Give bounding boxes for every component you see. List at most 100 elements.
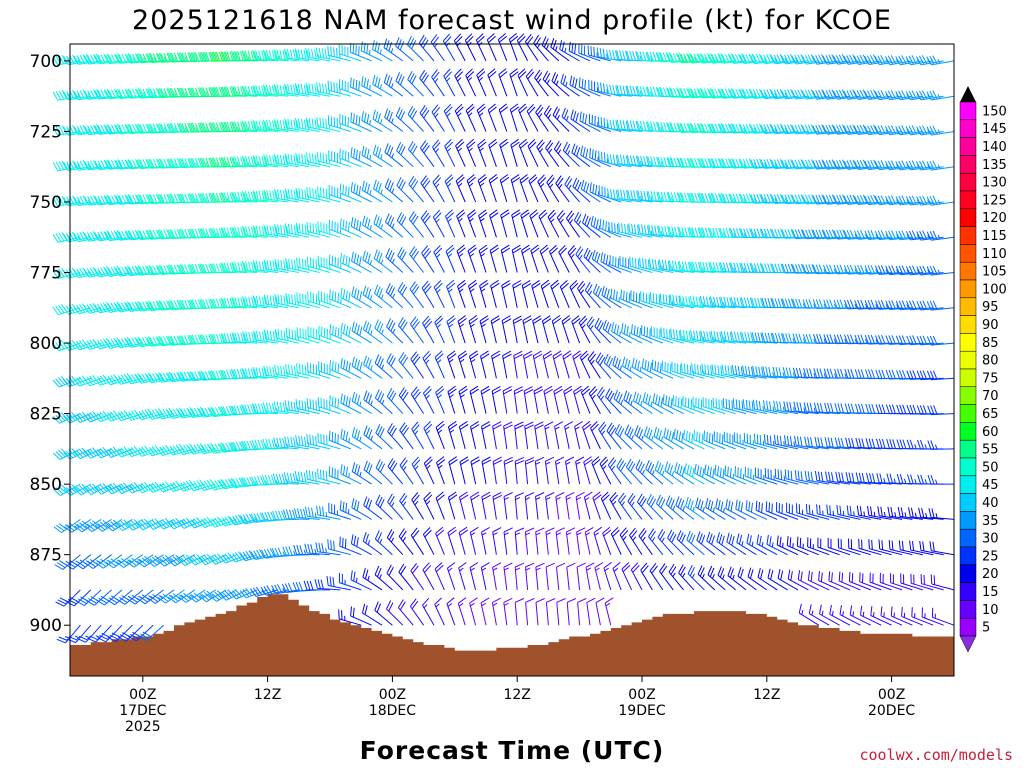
wind-barb xyxy=(104,265,133,277)
wind-barb xyxy=(930,574,955,591)
wind-barb xyxy=(687,88,715,99)
wind-barb xyxy=(527,139,539,167)
wind-barb xyxy=(431,69,445,97)
wind-barb xyxy=(386,353,404,379)
wind-barb xyxy=(318,325,341,344)
wind-barb xyxy=(612,562,622,591)
terrain-layer xyxy=(70,594,954,676)
wind-barb xyxy=(351,356,372,379)
wind-barb xyxy=(510,138,520,167)
wind-barb xyxy=(125,372,154,385)
wind-barb xyxy=(663,427,684,450)
wind-barb xyxy=(916,405,944,415)
wind-barb xyxy=(620,289,643,309)
wind-barb xyxy=(870,606,892,626)
wind-barb xyxy=(362,567,383,591)
wind-barb xyxy=(619,527,633,555)
wind-barb xyxy=(712,397,736,415)
wind-barb xyxy=(423,456,435,485)
wind-barb xyxy=(458,420,469,450)
wind-barb xyxy=(567,245,581,273)
wind-barb xyxy=(514,456,525,485)
wind-barb xyxy=(261,474,289,485)
wind-barb xyxy=(453,33,466,62)
wind-barb xyxy=(845,437,871,450)
colorbar-swatch xyxy=(959,297,977,316)
wind-barb xyxy=(284,118,310,132)
wind-barb xyxy=(293,545,320,556)
wind-barb xyxy=(535,527,545,555)
wind-barb xyxy=(564,421,574,449)
wind-barb xyxy=(627,493,643,520)
wind-barb xyxy=(105,88,133,100)
wind-barb xyxy=(608,221,632,238)
wind-barb xyxy=(115,336,143,349)
wind-barb xyxy=(177,371,206,382)
wind-barb xyxy=(575,456,585,485)
wind-barb xyxy=(274,223,299,238)
wind-barb xyxy=(812,54,840,65)
wind-barb xyxy=(576,562,586,590)
wind-barb xyxy=(533,386,544,414)
wind-barb xyxy=(916,265,944,276)
wind-barb xyxy=(690,329,715,344)
colorbar-label: 35 xyxy=(982,514,999,529)
wind-barb xyxy=(372,109,393,132)
wind-barb xyxy=(791,54,819,65)
wind-barb xyxy=(157,335,185,347)
wind-barb xyxy=(94,301,123,314)
wind-barb xyxy=(503,597,513,626)
wind-barb xyxy=(137,589,164,605)
wind-barb xyxy=(167,554,196,567)
wind-barb xyxy=(84,53,112,65)
wind-barb xyxy=(284,400,310,415)
wind-barb xyxy=(285,223,310,238)
wind-barb xyxy=(263,224,289,238)
wind-barb xyxy=(372,39,393,62)
wind-barb xyxy=(695,497,716,520)
wind-barb xyxy=(665,495,684,520)
wind-barb xyxy=(921,607,944,626)
wind-barb xyxy=(488,174,498,203)
wind-barb xyxy=(629,527,643,555)
wind-barb xyxy=(916,335,944,346)
wind-barb xyxy=(52,125,81,136)
wind-barb xyxy=(435,526,445,555)
wind-barb xyxy=(553,385,563,414)
wind-barb xyxy=(906,300,934,311)
wind-barb xyxy=(531,279,541,308)
wind-barb xyxy=(136,52,164,64)
wind-barb xyxy=(901,606,923,626)
wind-barb xyxy=(770,123,799,135)
wind-barb xyxy=(503,562,513,590)
wind-barb xyxy=(723,431,747,450)
wind-barb xyxy=(339,113,362,132)
wind-barb xyxy=(729,88,757,99)
wind-barb xyxy=(242,296,268,309)
wind-barb xyxy=(476,68,487,97)
wind-barb xyxy=(895,230,923,241)
wind-barb xyxy=(542,350,553,379)
wind-barb xyxy=(374,530,393,556)
wind-barb xyxy=(457,597,467,626)
wind-barb xyxy=(905,125,934,136)
wind-barb xyxy=(422,350,435,379)
wind-barb xyxy=(777,568,799,591)
wind-barb xyxy=(421,280,435,309)
wind-barb xyxy=(884,160,913,171)
colorbar-swatch xyxy=(959,119,977,138)
wind-barb xyxy=(598,421,612,450)
wind-barb xyxy=(446,350,457,379)
wind-barb xyxy=(910,573,934,591)
wind-barb xyxy=(251,403,279,415)
wind-barb xyxy=(523,350,533,379)
wind-barb xyxy=(535,104,549,132)
wind-barb xyxy=(601,285,622,309)
wind-barb xyxy=(652,393,674,415)
wind-barb xyxy=(739,193,767,204)
wind-barb xyxy=(187,479,216,492)
wind-barb xyxy=(599,218,622,238)
wind-barb xyxy=(543,385,553,414)
wind-barb xyxy=(864,299,892,310)
wind-barb xyxy=(94,194,123,206)
